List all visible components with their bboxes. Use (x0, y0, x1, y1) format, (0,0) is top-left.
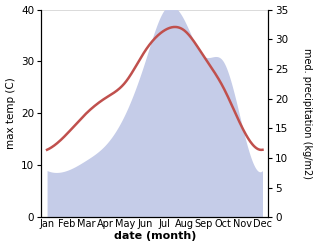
Y-axis label: med. precipitation (kg/m2): med. precipitation (kg/m2) (302, 48, 313, 179)
X-axis label: date (month): date (month) (114, 231, 196, 242)
Y-axis label: max temp (C): max temp (C) (5, 78, 16, 149)
